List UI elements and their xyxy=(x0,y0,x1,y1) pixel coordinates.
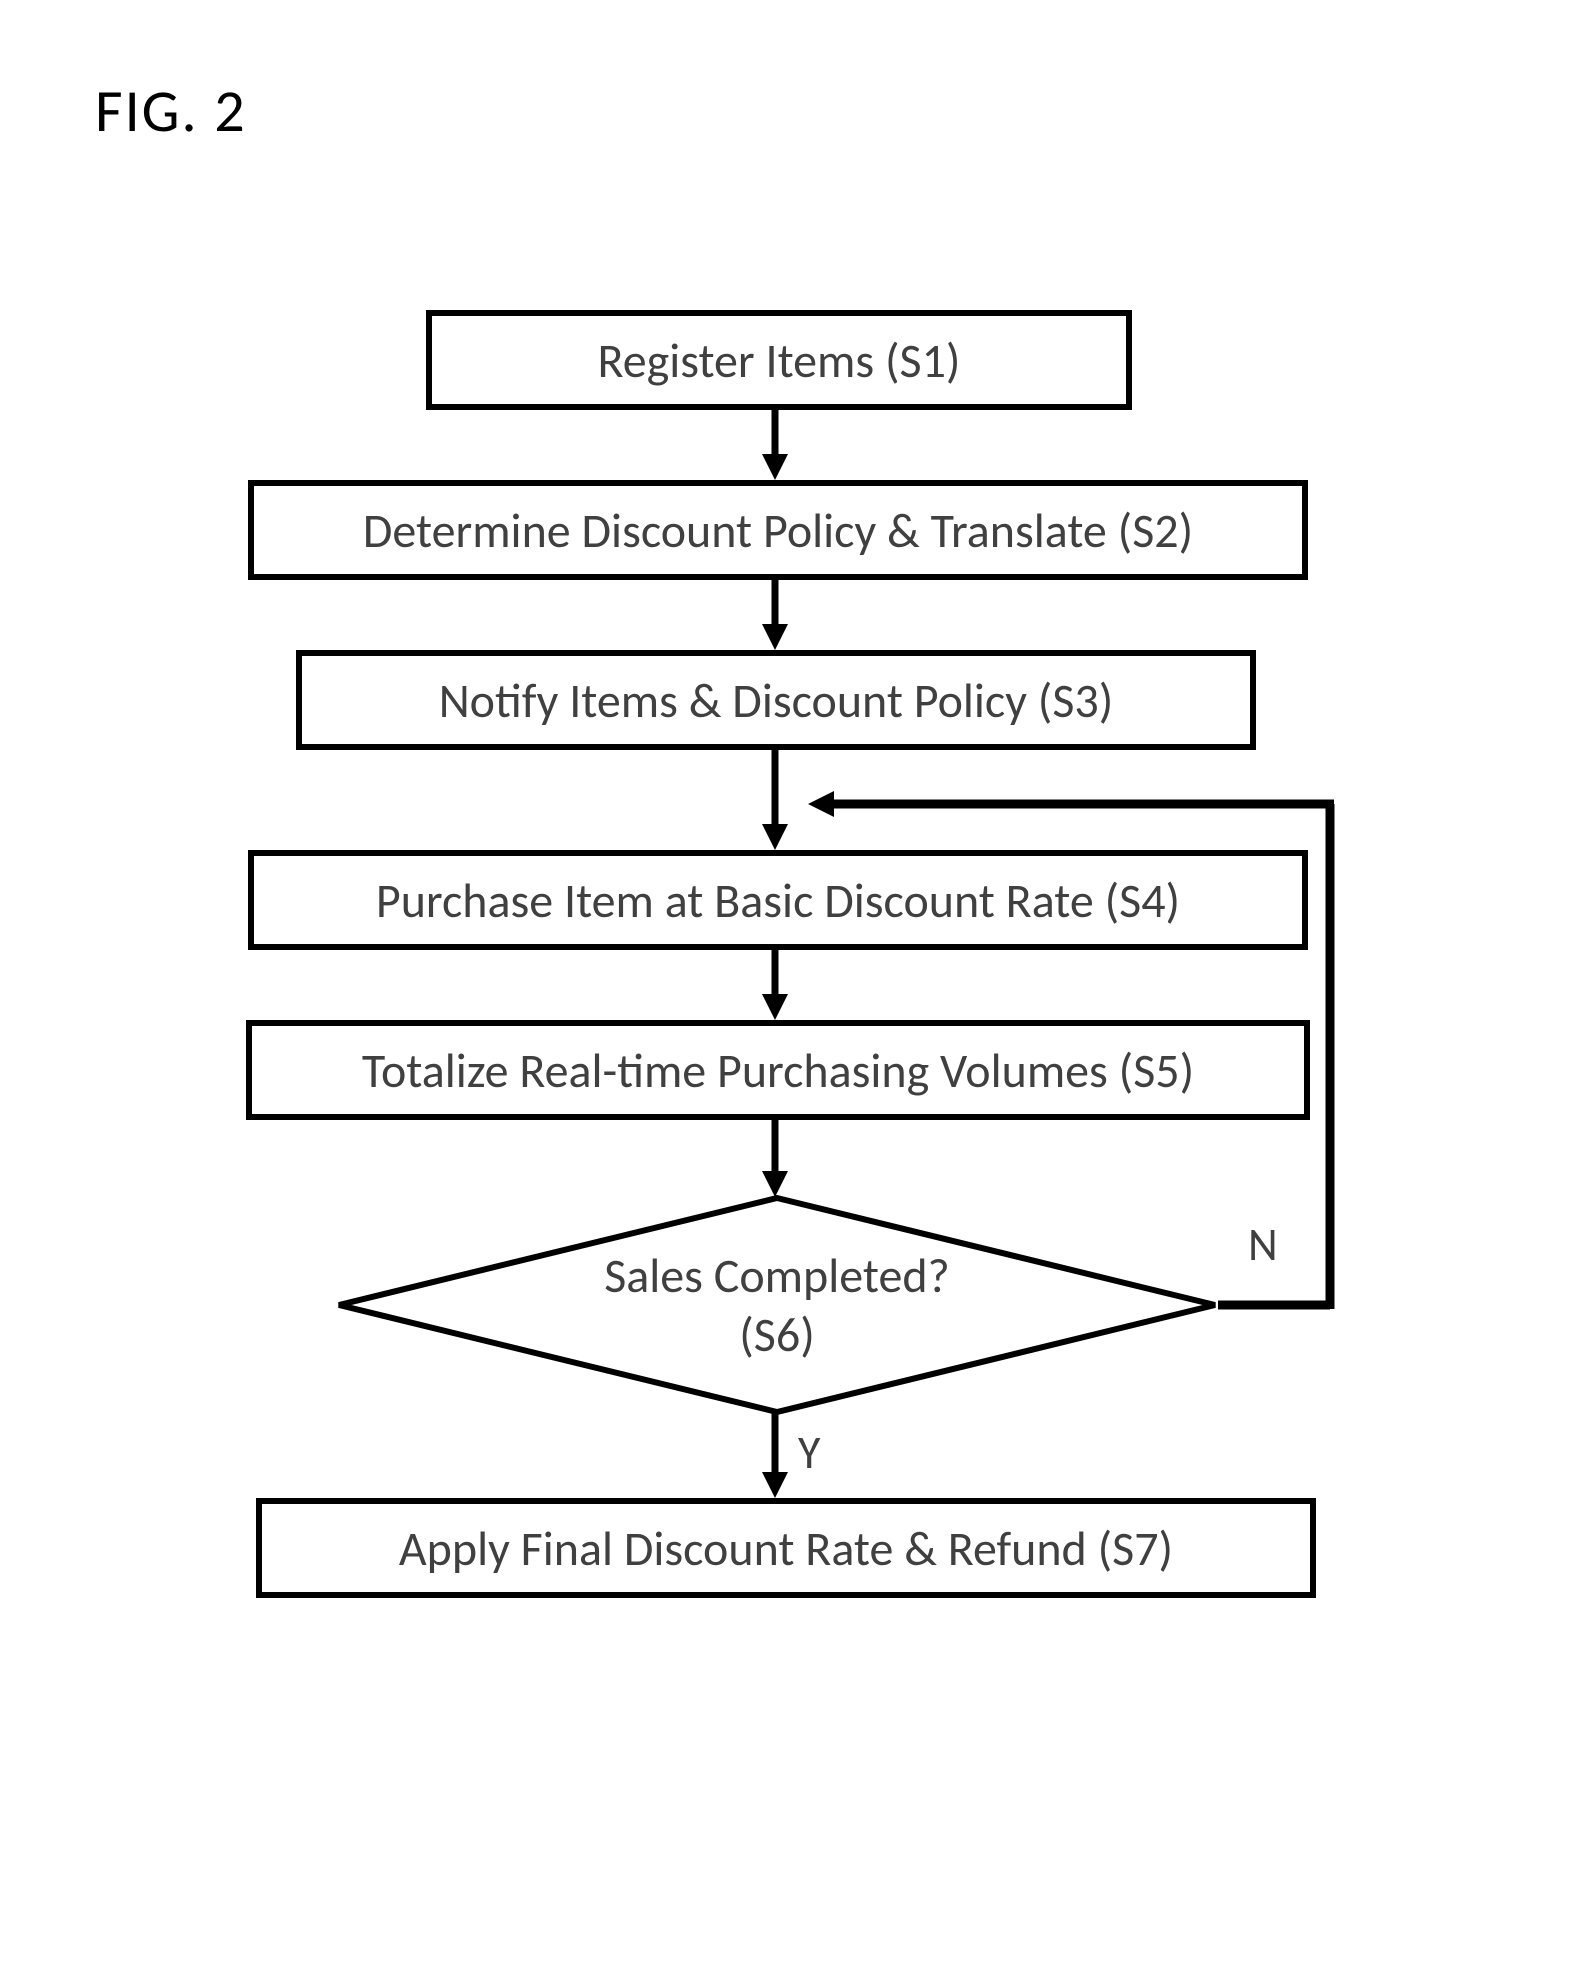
arrow-s6-s7 xyxy=(755,1413,795,1498)
branch-label-y: Y xyxy=(798,1425,820,1481)
step-s3-label: Notify Items & Discount Policy (S3) xyxy=(439,671,1114,730)
figure-label: FIG. 2 xyxy=(95,75,247,148)
step-s2-label: Determine Discount Policy & Translate (S… xyxy=(363,501,1193,560)
flowchart-container: Register Items (S1) Determine Discount P… xyxy=(200,310,1340,1840)
step-s7-label: Apply Final Discount Rate & Refund (S7) xyxy=(399,1519,1173,1578)
arrow-s2-s3 xyxy=(755,580,795,650)
step-s3: Notify Items & Discount Policy (S3) xyxy=(296,650,1256,750)
step-s1-label: Register Items (S1) xyxy=(598,331,961,390)
step-s1: Register Items (S1) xyxy=(426,310,1132,410)
step-s2: Determine Discount Policy & Translate (S… xyxy=(248,480,1308,580)
arrow-s1-s2 xyxy=(755,410,795,480)
branch-label-n: N xyxy=(1248,1217,1278,1273)
step-s7: Apply Final Discount Rate & Refund (S7) xyxy=(256,1498,1316,1598)
